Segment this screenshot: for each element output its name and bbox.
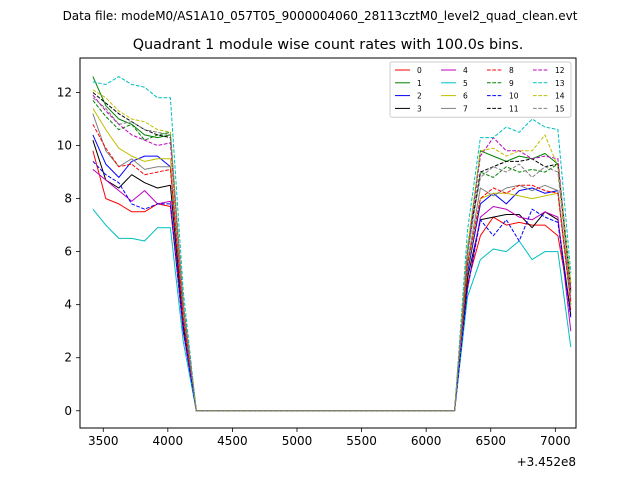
legend-label-9: 9 bbox=[509, 79, 514, 88]
chart-suptitle: Data file: modeM0/AS1A10_057T05_90000040… bbox=[63, 9, 578, 23]
y-tick-label: 10 bbox=[57, 139, 72, 153]
y-tick-label: 6 bbox=[64, 245, 72, 259]
legend-box bbox=[389, 61, 572, 118]
series-line-8 bbox=[92, 124, 572, 412]
x-tick-label: 6000 bbox=[411, 434, 442, 448]
legend-label-15: 15 bbox=[555, 104, 565, 113]
legend-label-5: 5 bbox=[463, 79, 468, 88]
y-tick-label: 12 bbox=[57, 85, 72, 99]
legend-label-3: 3 bbox=[417, 104, 422, 113]
legend-label-1: 1 bbox=[417, 79, 422, 88]
chart-title: Quadrant 1 module wise count rates with … bbox=[133, 37, 524, 53]
series-line-13 bbox=[92, 76, 572, 412]
series-line-0 bbox=[92, 150, 572, 412]
legend-label-4: 4 bbox=[463, 66, 468, 75]
legend-label-0: 0 bbox=[417, 66, 422, 75]
x-tick-label: 5500 bbox=[346, 434, 377, 448]
legend-label-7: 7 bbox=[463, 104, 468, 113]
series-line-10 bbox=[92, 161, 572, 412]
series-line-6 bbox=[92, 108, 572, 412]
x-tick-label: 5000 bbox=[282, 434, 313, 448]
series-line-12 bbox=[92, 94, 572, 412]
series-layer bbox=[92, 76, 572, 412]
series-line-1 bbox=[92, 76, 572, 412]
series-line-9 bbox=[92, 100, 572, 412]
y-tick-label: 0 bbox=[64, 404, 72, 418]
series-line-11 bbox=[92, 92, 572, 412]
plot-frame bbox=[79, 57, 577, 429]
y-tick-label: 8 bbox=[64, 192, 72, 206]
tick-layer: 3500 4000 4500 5000 5500 6000 6500 7000 0 2 4 6 8 10 1… bbox=[57, 85, 571, 448]
x-tick-label: 4000 bbox=[153, 434, 184, 448]
legend-label-14: 14 bbox=[555, 92, 565, 101]
series-line-5 bbox=[92, 208, 572, 412]
legend-label-10: 10 bbox=[509, 92, 519, 101]
series-line-3 bbox=[92, 140, 572, 412]
x-tick-label: 4500 bbox=[217, 434, 248, 448]
series-line-2 bbox=[92, 134, 572, 412]
x-tick-label: 3500 bbox=[88, 434, 119, 448]
y-tick-label: 4 bbox=[64, 298, 72, 312]
x-tick-label: 6500 bbox=[475, 434, 506, 448]
legend-label-2: 2 bbox=[417, 92, 422, 101]
legend-label-11: 11 bbox=[509, 104, 519, 113]
legend-label-12: 12 bbox=[555, 66, 565, 75]
x-tick-label: 7000 bbox=[540, 434, 571, 448]
series-line-15 bbox=[92, 97, 572, 412]
legend-label-13: 13 bbox=[555, 79, 565, 88]
y-tick-label: 2 bbox=[64, 351, 72, 365]
legend-label-8: 8 bbox=[509, 66, 514, 75]
x-offset-label: +3.452e8 bbox=[517, 455, 576, 469]
legend-label-6: 6 bbox=[463, 92, 468, 101]
